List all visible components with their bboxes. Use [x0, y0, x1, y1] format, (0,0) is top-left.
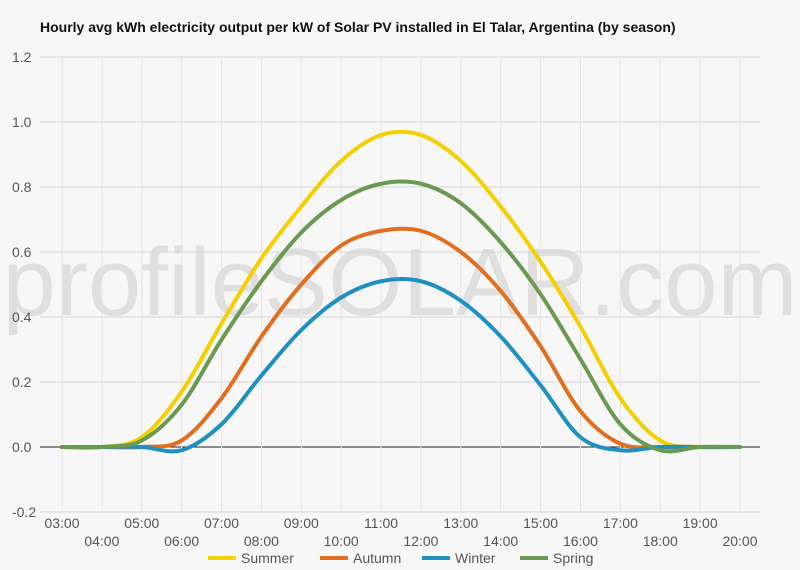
x-tick-label: 06:00: [164, 533, 199, 549]
y-tick-label: 0.8: [12, 179, 32, 195]
chart-title: Hourly avg kWh electricity output per kW…: [40, 19, 676, 35]
y-tick-label: 1.0: [12, 114, 32, 130]
y-tick-label: 0.6: [12, 244, 32, 260]
y-tick-label: 1.2: [12, 49, 32, 65]
legend: Summer Autumn Winter Spring: [208, 550, 593, 566]
y-tick-label: 0.0: [12, 439, 32, 455]
y-tick-label: -0.2: [12, 504, 36, 520]
legend-label-summer: Summer: [241, 550, 294, 566]
x-tick-label: 12:00: [403, 533, 438, 549]
x-tick-label: 17:00: [603, 515, 638, 531]
watermark: profileSOLAR.com: [3, 229, 798, 336]
series-line-autumn: [60, 226, 742, 450]
x-tick-label: 09:00: [284, 515, 319, 531]
x-tick-label: 14:00: [483, 533, 518, 549]
legend-label-spring: Spring: [553, 550, 593, 566]
x-tick-label: 08:00: [244, 533, 279, 549]
legend-label-winter: Winter: [455, 550, 496, 566]
x-tick-label: 19:00: [683, 515, 718, 531]
x-tick-label: 15:00: [523, 515, 558, 531]
x-tick-label: 04:00: [84, 533, 119, 549]
y-tick-label: 0.2: [12, 374, 32, 390]
x-tick-label: 18:00: [643, 533, 678, 549]
legend-label-autumn: Autumn: [353, 550, 401, 566]
x-tick-label: 20:00: [722, 533, 757, 549]
x-tick-label: 07:00: [204, 515, 239, 531]
x-axis: 03:00 05:00 07:00 09:00 11:00 13:00 15:00 17:00…: [44, 515, 757, 549]
series-line-summer: [60, 129, 742, 450]
x-tick-label: 13:00: [443, 515, 478, 531]
x-tick-label: 10:00: [324, 533, 359, 549]
x-tick-label: 11:00: [364, 515, 398, 531]
y-tick-label: 0.4: [12, 309, 32, 325]
y-axis: 1.2 1.0 0.8 0.6 0.4 0.2 0.0 -0.2: [12, 49, 36, 520]
x-tick-label: 05:00: [124, 515, 159, 531]
x-tick-label: 16:00: [563, 533, 598, 549]
series-line-spring: [60, 179, 742, 454]
series-lines: [60, 129, 742, 454]
x-tick-label: 03:00: [44, 515, 79, 531]
series-line-winter: [60, 277, 742, 454]
